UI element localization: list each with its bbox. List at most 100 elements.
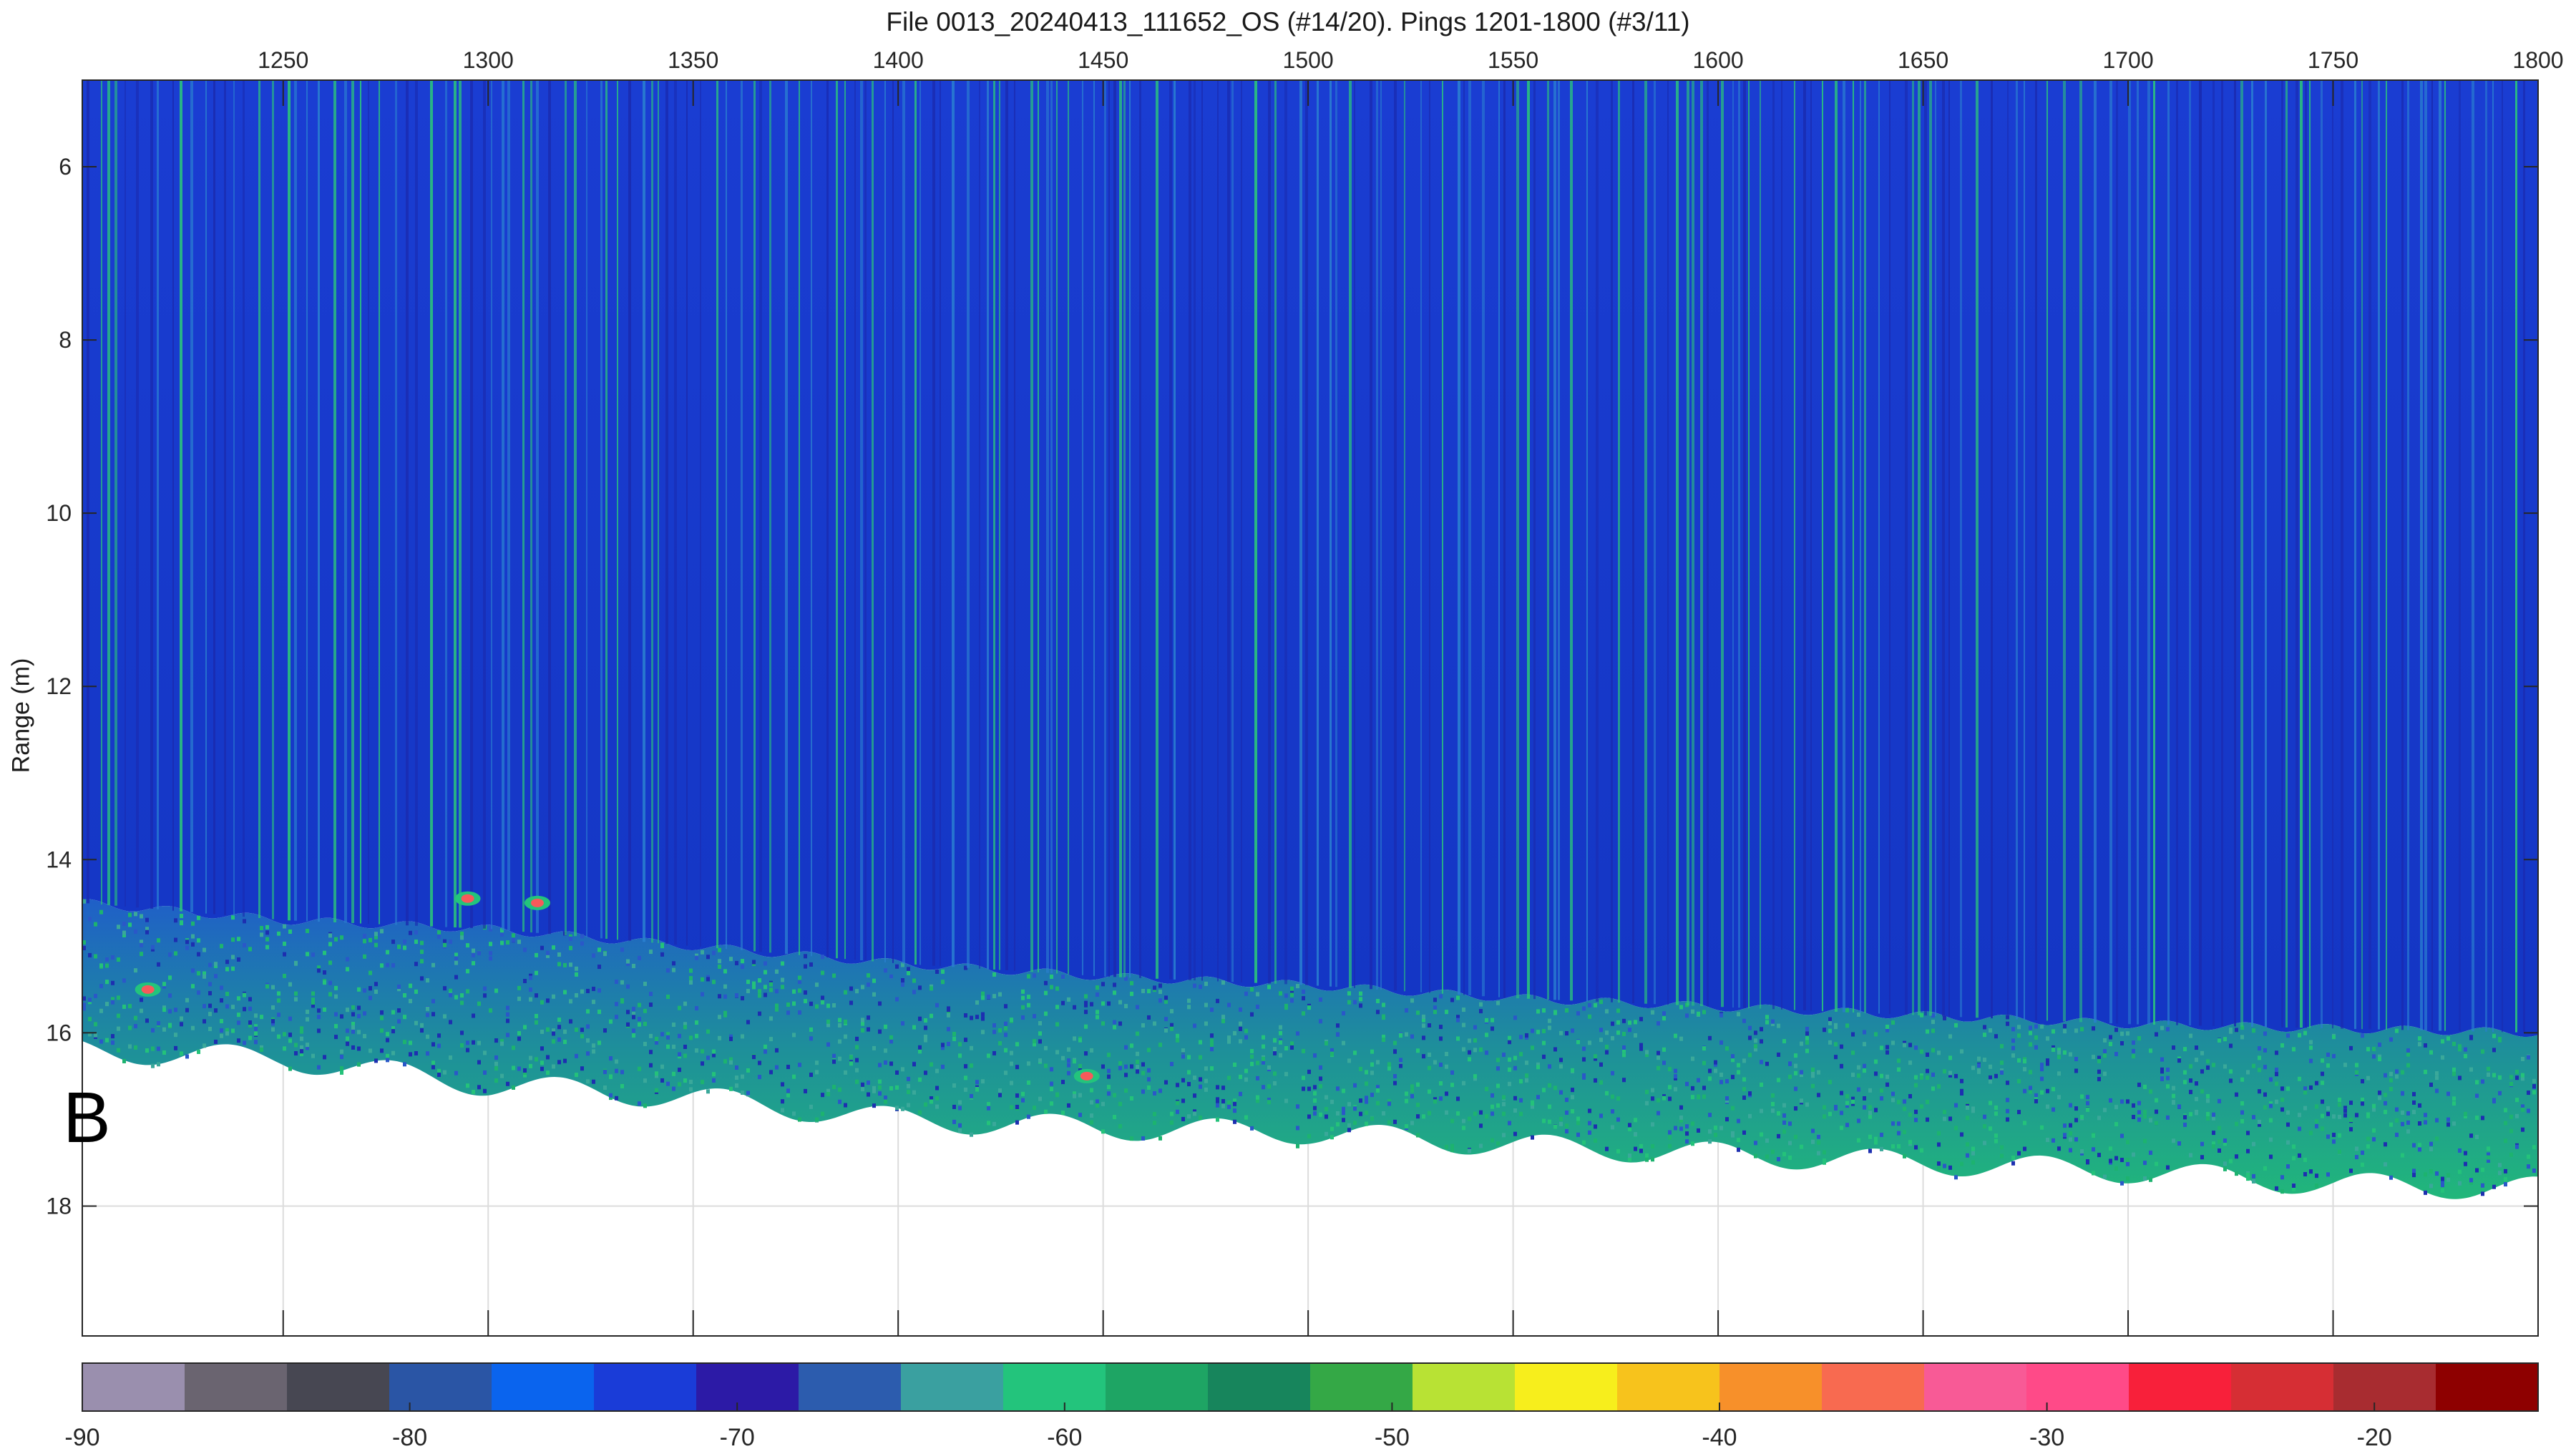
seafloor-speckle bbox=[122, 922, 126, 927]
seafloor-speckle bbox=[1885, 1050, 1889, 1055]
seafloor-speckle bbox=[2092, 1171, 2095, 1176]
seafloor-speckle bbox=[987, 1102, 990, 1107]
seafloor-speckle bbox=[300, 1045, 303, 1050]
seafloor-speckle bbox=[615, 979, 618, 984]
y-tick-label: 6 bbox=[59, 154, 72, 180]
seafloor-speckle bbox=[1330, 1099, 1334, 1104]
seafloor-speckle bbox=[122, 1058, 126, 1063]
ping-streak bbox=[565, 80, 567, 936]
seafloor-speckle bbox=[1279, 1025, 1282, 1030]
seafloor-speckle bbox=[380, 1048, 384, 1053]
seafloor-speckle bbox=[952, 1031, 956, 1036]
seafloor-speckle bbox=[117, 1026, 120, 1031]
seafloor-speckle bbox=[1365, 1121, 1368, 1126]
seafloor-speckle bbox=[391, 1029, 395, 1034]
seafloor-speckle bbox=[1113, 1093, 1116, 1098]
seafloor-speckle bbox=[248, 1035, 252, 1040]
seafloor-speckle bbox=[317, 1008, 321, 1013]
seafloor-speckle bbox=[1290, 992, 1294, 997]
seafloor-speckle bbox=[1158, 1043, 1162, 1048]
seafloor-speckle bbox=[1954, 1023, 1958, 1028]
seafloor-speckle bbox=[225, 1004, 229, 1009]
seafloor-speckle bbox=[872, 978, 876, 983]
seafloor-speckle bbox=[1679, 1126, 1683, 1131]
seafloor-speckle bbox=[2435, 1171, 2439, 1176]
ping-streak bbox=[1586, 80, 1588, 1002]
seafloor-speckle bbox=[111, 955, 114, 960]
seafloor-speckle bbox=[769, 1070, 773, 1075]
seafloor-speckle bbox=[798, 988, 801, 993]
seafloor-speckle bbox=[180, 921, 183, 926]
seafloor-speckle bbox=[2429, 1082, 2433, 1087]
seafloor-speckle bbox=[2086, 1160, 2089, 1165]
ping-streak bbox=[1335, 80, 1337, 987]
seafloor-speckle bbox=[94, 954, 97, 959]
seafloor-speckle bbox=[2475, 1168, 2479, 1173]
seafloor-speckle bbox=[1605, 1045, 1609, 1050]
seafloor-speckle bbox=[466, 1048, 469, 1053]
seafloor-speckle bbox=[2120, 1099, 2124, 1104]
seafloor-speckle bbox=[1342, 1118, 1345, 1123]
seafloor-speckle bbox=[99, 984, 103, 989]
seafloor-speckle bbox=[1983, 1025, 1986, 1030]
seafloor-speckle bbox=[1141, 1062, 1145, 1067]
seafloor-speckle bbox=[140, 952, 143, 957]
seafloor-speckle bbox=[1805, 1102, 1809, 1107]
seafloor-speckle bbox=[1937, 1161, 1941, 1166]
ping-streak bbox=[1503, 80, 1506, 998]
seafloor-speckle bbox=[1691, 1056, 1694, 1061]
seafloor-speckle bbox=[1628, 1123, 1631, 1128]
seafloor-speckle bbox=[2395, 1074, 2399, 1079]
ping-streak bbox=[1772, 80, 1775, 1010]
seafloor-speckle bbox=[2361, 1162, 2364, 1167]
seafloor-speckle bbox=[615, 1096, 618, 1101]
seafloor-speckle bbox=[225, 1031, 229, 1036]
seafloor-speckle bbox=[1571, 1068, 1574, 1073]
seafloor-speckle bbox=[500, 1041, 504, 1046]
seafloor-speckle bbox=[283, 973, 286, 978]
seafloor-speckle bbox=[855, 1036, 859, 1041]
seafloor-speckle bbox=[1977, 1056, 1981, 1061]
seafloor-speckle bbox=[277, 1034, 280, 1039]
seafloor-speckle bbox=[403, 945, 406, 950]
ping-streak bbox=[344, 80, 347, 923]
seafloor-speckle bbox=[1033, 1014, 1036, 1019]
seafloor-speckle bbox=[1445, 1091, 1448, 1096]
seafloor-speckle bbox=[454, 956, 458, 961]
ping-streak bbox=[785, 80, 788, 955]
seafloor-speckle bbox=[151, 1028, 155, 1033]
seafloor-speckle bbox=[243, 992, 246, 997]
seafloor-speckle bbox=[1233, 1062, 1236, 1067]
seafloor-speckle bbox=[2487, 1146, 2490, 1151]
ping-streak bbox=[2234, 80, 2236, 1027]
seafloor-speckle bbox=[1101, 1064, 1105, 1069]
seafloor-speckle bbox=[1731, 1054, 1735, 1059]
seafloor-speckle bbox=[649, 1050, 653, 1055]
seafloor-speckle bbox=[2446, 1177, 2450, 1182]
seafloor-speckle bbox=[426, 1034, 429, 1039]
seafloor-speckle bbox=[1468, 1050, 1471, 1055]
ping-streak bbox=[836, 80, 838, 959]
seafloor-speckle bbox=[1725, 1117, 1729, 1122]
seafloor-speckle bbox=[1674, 1068, 1677, 1073]
ping-streak bbox=[2515, 80, 2517, 1033]
seafloor-speckle bbox=[2258, 1068, 2261, 1073]
seafloor-speckle bbox=[2498, 1163, 2502, 1168]
seafloor-speckle bbox=[1891, 1144, 1895, 1149]
seafloor-speckle bbox=[2017, 1079, 2021, 1084]
seafloor-speckle bbox=[1250, 1048, 1254, 1053]
seafloor-speckle bbox=[277, 991, 280, 996]
ping-streak bbox=[415, 80, 418, 926]
seafloor-speckle bbox=[1187, 1070, 1191, 1075]
seafloor-speckle bbox=[586, 1051, 590, 1056]
seafloor-speckle bbox=[838, 1039, 841, 1044]
seafloor-speckle bbox=[180, 1022, 183, 1027]
seafloor-speckle bbox=[391, 940, 395, 945]
seafloor-speckle bbox=[2509, 1128, 2513, 1133]
seafloor-speckle bbox=[2040, 1125, 2044, 1130]
seafloor-speckle bbox=[2280, 1175, 2284, 1180]
ping-streak bbox=[1227, 80, 1230, 982]
seafloor-speckle bbox=[1771, 1019, 1775, 1024]
seafloor-speckle bbox=[2446, 1173, 2450, 1178]
seafloor-speckle bbox=[2074, 1106, 2078, 1111]
